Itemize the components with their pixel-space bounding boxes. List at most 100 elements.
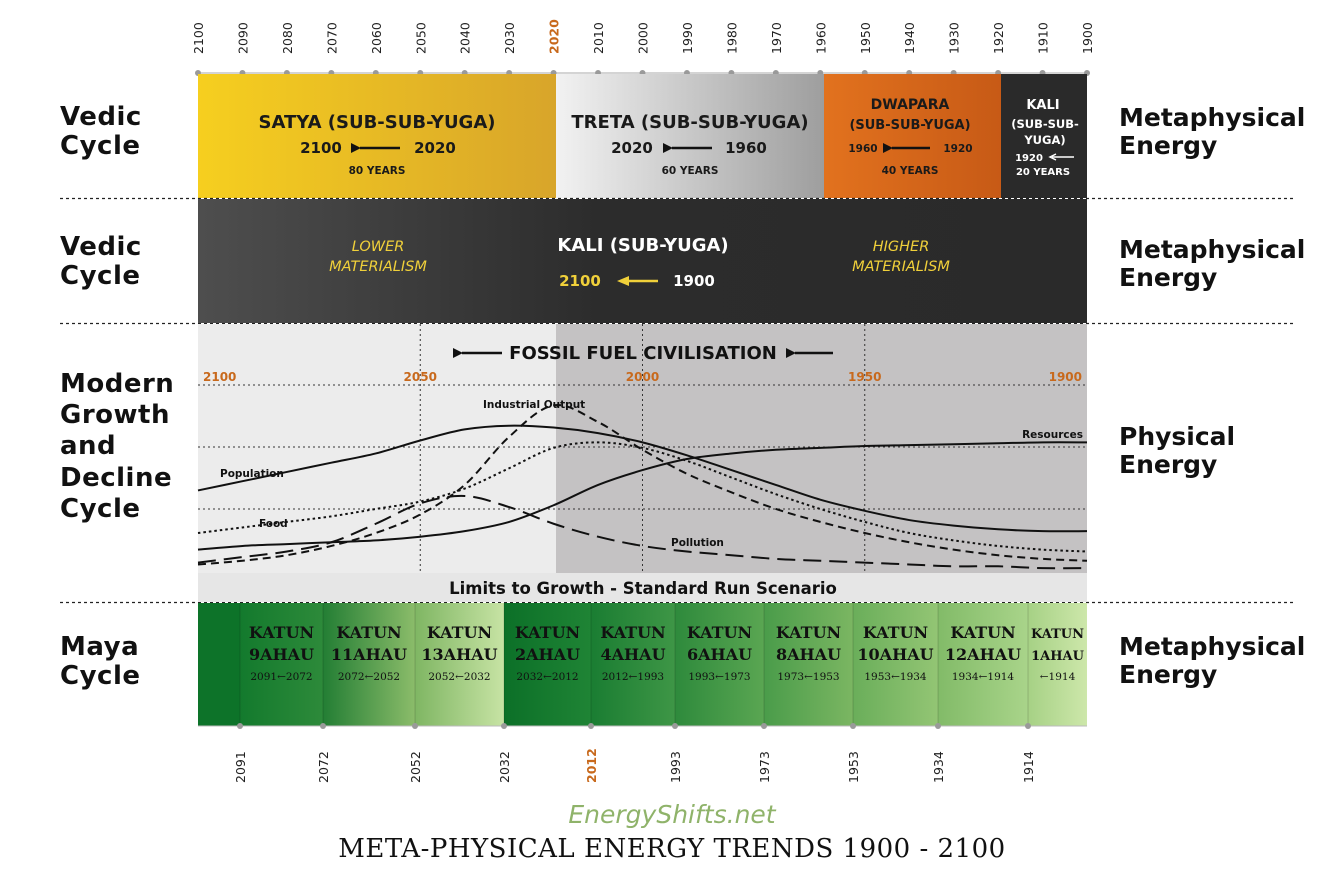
dwapara-block: DWAPARA (SUB-SUB-YUGA) 1960 1920 40 YEAR… (824, 74, 1001, 198)
katun-range: 2052←2032 (428, 671, 490, 683)
top-axis-year: 1930 (947, 22, 962, 54)
dwapara-duration: 40 YEARS (882, 165, 939, 177)
top-axis-year: 1950 (858, 22, 873, 54)
top-axis-year: 2060 (369, 22, 384, 54)
katun-line2: 11AHAU (331, 645, 407, 664)
higher-materialism-2: MATERIALISM (852, 259, 950, 275)
kali-subyuga-to: 1900 (673, 272, 715, 290)
top-axis-year: 1900 (1080, 22, 1095, 54)
row-label-vedic-2: Vedic Cycle (60, 232, 142, 291)
higher-materialism-1: HIGHER (873, 239, 930, 255)
bottom-axis-dot (850, 723, 856, 729)
katun-range: 2072←2052 (338, 671, 400, 683)
top-axis-year: 1980 (724, 22, 739, 54)
katun-range: 2091←2072 (250, 671, 312, 683)
katun-block (504, 603, 591, 726)
katun-range: ←1914 (1040, 671, 1076, 683)
kali-subsub-block: KALI (SUB-SUB- YUGA) 1920 20 YEARS (1001, 74, 1087, 198)
top-year-axis: 2100 2090 2080 2070 2060 2050 2040 2030 2020 2010… (191, 19, 1095, 76)
top-axis-year: 2020 (547, 19, 562, 54)
treta-to: 1960 (725, 139, 767, 157)
treta-block: TRETA (SUB-SUB-YUGA) 2020 1960 60 YEARS (556, 74, 824, 198)
top-axis-year: 1910 (1036, 22, 1051, 54)
katun-line1: KATUN (776, 623, 841, 642)
lower-materialism-1: LOWER (352, 239, 405, 255)
katun-line1: KATUN (863, 623, 928, 642)
top-axis-year: 2090 (235, 22, 250, 54)
bottom-axis-dot (672, 723, 678, 729)
kali-title-3: YUGA) (1023, 133, 1065, 147)
chart-year-label: 2000 (626, 370, 659, 384)
chart-footer-bg (198, 573, 1087, 602)
katun-block (1028, 603, 1087, 726)
bottom-axis-year: 1973 (757, 751, 772, 783)
katun-range: 1953←1934 (864, 671, 927, 683)
page-title: META-PHYSICAL ENERGY TRENDS 1900 - 2100 (338, 834, 1006, 864)
bottom-axis-year: 2052 (408, 751, 423, 783)
katun-block (323, 603, 415, 726)
top-axis-year: 1970 (769, 22, 784, 54)
top-axis-year: 2080 (280, 22, 295, 54)
kali-subyuga-from: 2100 (559, 272, 601, 290)
katun-line2: 12AHAU (945, 645, 1021, 664)
katun-block (938, 603, 1028, 726)
bottom-axis-dot (1025, 723, 1031, 729)
satya-from: 2100 (300, 139, 342, 157)
katun-range: 2012←1993 (602, 671, 664, 683)
row-energy-vedic-1: Metaphysical Energy (1119, 103, 1306, 160)
bottom-year-axis: 2091 2072 2052 2032 2012 1993 1973 1953 1934 1914 (198, 723, 1087, 783)
katun-range: 2032←2012 (516, 671, 578, 683)
katun-line1: KATUN (600, 623, 665, 642)
katun-line2: 6AHAU (687, 645, 752, 664)
katun-line1: KATUN (1031, 627, 1084, 642)
katun-line1: KATUN (427, 623, 492, 642)
bottom-axis-year: 2012 (584, 748, 599, 783)
chart-bg-right (556, 324, 1087, 602)
bottom-axis-dot (320, 723, 326, 729)
katun-line2: 4AHAU (600, 645, 665, 664)
top-axis-year: 1940 (902, 22, 917, 54)
series-label: Population (220, 468, 284, 480)
bottom-axis-dot (412, 723, 418, 729)
series-line-resources (197, 441, 1088, 551)
row-label-maya: Maya Cycle (60, 632, 141, 691)
bottom-axis-year: 1993 (668, 751, 683, 783)
katun-line2: 1AHAU (1031, 649, 1085, 664)
bottom-axis-dot (761, 723, 767, 729)
dwapara-from: 1960 (848, 143, 877, 155)
bottom-axis-year: 1934 (931, 751, 946, 783)
chart-grid (198, 324, 1087, 573)
row-energy-modern: Physical Energy (1119, 422, 1236, 479)
kali-title-1: KALI (1026, 98, 1059, 113)
katun-line1: KATUN (950, 623, 1015, 642)
katun-line1: KATUN (687, 623, 752, 642)
chart-footer-title: Limits to Growth - Standard Run Scenario (449, 579, 837, 598)
katun-range: 1973←1953 (777, 671, 839, 683)
chart-year-label: 2100 (203, 370, 236, 384)
bottom-axis-dot (588, 723, 594, 729)
bottom-axis-year: 1953 (846, 751, 861, 783)
katun-line2: 8AHAU (776, 645, 841, 664)
bottom-axis-dot (501, 723, 507, 729)
katun-block (415, 603, 504, 726)
row-label-modern: Modern Growth and Decline Cycle (60, 369, 175, 524)
row-label-vedic-1: Vedic Cycle (60, 102, 142, 161)
row-energy-vedic-2: Metaphysical Energy (1119, 235, 1306, 292)
dwapara-title-1: DWAPARA (871, 97, 950, 113)
katun-line1: KATUN (515, 623, 580, 642)
katun-line2: 2AHAU (515, 645, 580, 664)
chart-year-label: 1900 (1049, 370, 1082, 384)
chart-year-label: 1950 (848, 370, 881, 384)
katun-line1: KATUN (249, 623, 314, 642)
top-axis-year: 2010 (591, 22, 606, 54)
lower-materialism-2: MATERIALISM (329, 259, 427, 275)
kali-subyuga-block: LOWER MATERIALISM KALI (SUB-YUGA) 2100 1… (198, 199, 1087, 323)
bottom-axis-year: 2032 (497, 751, 512, 783)
katun-line2: 10AHAU (857, 645, 933, 664)
treta-title: TRETA (SUB-SUB-YUGA) (571, 112, 808, 133)
bottom-axis-year: 1914 (1021, 751, 1036, 783)
maya-cycle-row: KATUN 9AHAU 2091←2072 KATUN 11AHAU 2072←2052 K… (198, 603, 1087, 726)
kali-title-2: (SUB-SUB- (1011, 117, 1079, 131)
series-label: Resources (1022, 429, 1083, 441)
